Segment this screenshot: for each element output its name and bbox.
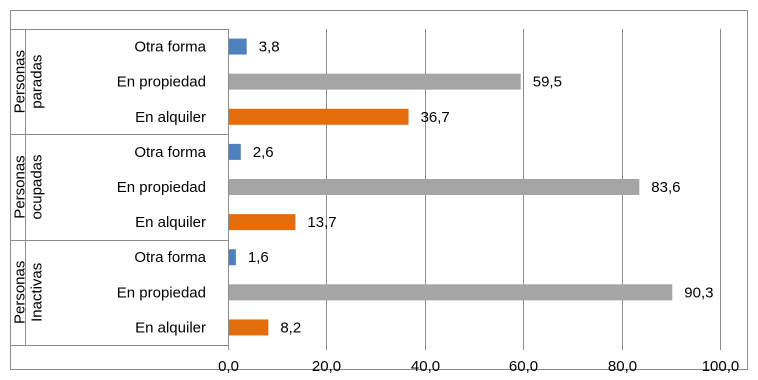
data-label: 8,2 bbox=[280, 319, 301, 336]
data-label: 90,3 bbox=[684, 284, 713, 301]
category-label: En propiedad bbox=[117, 74, 206, 91]
x-tick-label: 20,0 bbox=[312, 358, 341, 375]
value-axis: 0,0 20,0 40,0 60,0 80,0 100,0 bbox=[218, 345, 739, 375]
x-tick-label: 0,0 bbox=[218, 358, 239, 375]
category-label: En propiedad bbox=[117, 179, 206, 196]
category-label: Otra forma bbox=[134, 249, 206, 266]
bar bbox=[229, 319, 269, 336]
category-label: Otra forma bbox=[134, 144, 206, 161]
bar bbox=[229, 249, 236, 266]
category-label: En alquiler bbox=[135, 319, 206, 336]
group-label-line: Personas bbox=[12, 261, 29, 324]
x-tick-label: 60,0 bbox=[509, 358, 538, 375]
data-label: 3,8 bbox=[259, 39, 280, 56]
group-label: Personasocupadas bbox=[12, 154, 46, 219]
data-label: 1,6 bbox=[248, 249, 269, 266]
data-label: 2,6 bbox=[253, 144, 274, 161]
bar bbox=[229, 143, 241, 160]
category-label: En alquiler bbox=[135, 109, 206, 126]
data-label: 59,5 bbox=[533, 74, 562, 91]
group-label-line: Personas bbox=[12, 155, 29, 218]
bar bbox=[229, 108, 409, 125]
data-label: 13,7 bbox=[307, 214, 336, 231]
group-label-line: Inactivas bbox=[29, 263, 46, 322]
group-label: PersonasInactivas bbox=[12, 261, 46, 324]
category-label: En propiedad bbox=[117, 284, 206, 301]
category-label: Otra forma bbox=[134, 39, 206, 56]
bars: 3,8 59,5 36,7 2,6 83,6 13,7 1,6 90,3 8,2 bbox=[229, 38, 713, 336]
bar bbox=[229, 214, 296, 231]
category-label: En alquiler bbox=[135, 214, 206, 231]
bar bbox=[229, 38, 247, 55]
x-tick-label: 40,0 bbox=[411, 358, 440, 375]
group-label-line: ocupadas bbox=[29, 154, 46, 219]
bar bbox=[229, 179, 640, 195]
group-label-line: paradas bbox=[29, 55, 46, 109]
x-tick-label: 100,0 bbox=[702, 358, 740, 375]
data-label: 83,6 bbox=[651, 179, 680, 196]
bar bbox=[229, 284, 673, 301]
x-tick-label: 80,0 bbox=[608, 358, 637, 375]
data-label: 36,7 bbox=[421, 109, 450, 126]
group-label-line: Personas bbox=[12, 50, 29, 113]
bar bbox=[229, 73, 521, 90]
group-label: Personasparadas bbox=[12, 50, 46, 113]
